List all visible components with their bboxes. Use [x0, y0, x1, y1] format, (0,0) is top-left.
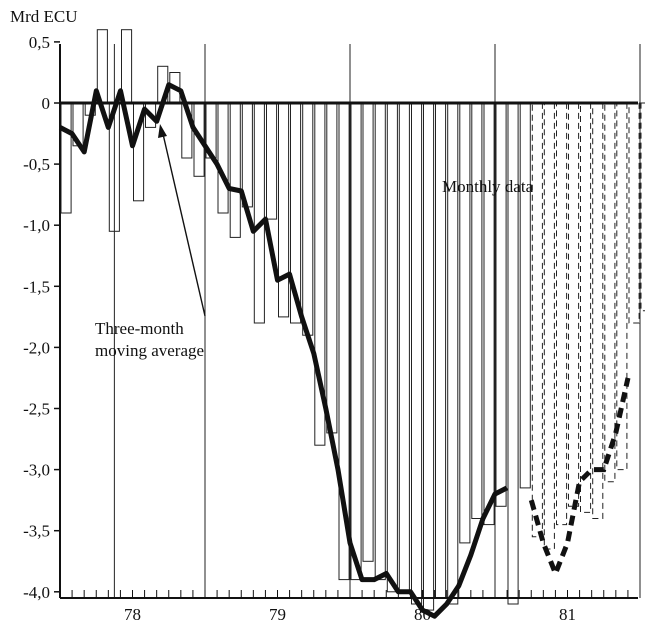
- monthly-bar: [278, 102, 290, 318]
- monthly-bar: [543, 102, 555, 550]
- y-tick-label: -2,5: [23, 400, 50, 419]
- y-tick-label: -4,0: [23, 583, 50, 602]
- moving-average-line: [58, 82, 509, 619]
- y-tick-label: 0: [42, 94, 51, 113]
- x-tick-label: 79: [269, 605, 286, 624]
- monthly-bar: [423, 102, 435, 611]
- x-ticks: 78 79 80 81: [59, 590, 629, 624]
- moving-average-projection: [528, 377, 631, 581]
- annotation-monthly-data: Monthly data: [442, 177, 534, 196]
- monthly-bar: [640, 102, 645, 312]
- y-tick-label: -2,0: [23, 338, 50, 357]
- x-tick-label: 81: [559, 605, 576, 624]
- monthly-bar: [604, 102, 616, 483]
- monthly-bar: [531, 102, 543, 538]
- monthly-bar: [556, 102, 568, 526]
- monthly-bar: [628, 102, 640, 324]
- monthly-bar: [386, 102, 398, 593]
- moving-average-lines: [58, 82, 631, 619]
- y-tick-label: -0,5: [23, 155, 50, 174]
- monthly-bar: [411, 102, 423, 605]
- monthly-bar: [60, 102, 72, 214]
- monthly-bar: [362, 102, 374, 562]
- monthly-bar: [568, 102, 580, 507]
- y-tick-label: -3,5: [23, 522, 50, 541]
- monthly-bar: [326, 102, 338, 434]
- annotation-moving-average-line2: moving average: [95, 341, 204, 360]
- monthly-bar: [350, 102, 362, 581]
- annotation-arrow-head: [158, 124, 167, 138]
- monthly-bar: [459, 102, 471, 544]
- monthly-bar: [374, 102, 386, 581]
- y-tick-label: -1,0: [23, 216, 50, 235]
- monthly-bar: [398, 102, 410, 593]
- x-tick-label: 78: [124, 605, 141, 624]
- y-tick-label: -1,5: [23, 277, 50, 296]
- annotation-moving-average-line1: Three-month: [95, 319, 184, 338]
- y-axis-label: Mrd ECU: [10, 7, 78, 26]
- monthly-bar: [253, 102, 265, 324]
- y-tick-label: 0,5: [29, 33, 50, 52]
- monthly-bar: [483, 102, 495, 526]
- monthly-bar: [471, 102, 483, 519]
- vertical-gridlines: [113, 44, 641, 598]
- monthly-bar: [580, 102, 592, 513]
- monthly-bar: [266, 102, 278, 220]
- monthly-bar: [229, 102, 241, 238]
- monthly-bar: [495, 102, 507, 507]
- annotation-arrow-line: [162, 133, 206, 317]
- monthly-bar: [217, 102, 229, 214]
- monthly-bar: [519, 102, 531, 489]
- monthly-bar: [302, 102, 314, 336]
- y-tick-label: -3,0: [23, 461, 50, 480]
- monthly-bar: [592, 102, 604, 519]
- y-ticks: 0,5 0 -0,5 -1,0 -1,5 -2,0 -2,5 -3,0 -3,5 -4,0: [23, 33, 60, 602]
